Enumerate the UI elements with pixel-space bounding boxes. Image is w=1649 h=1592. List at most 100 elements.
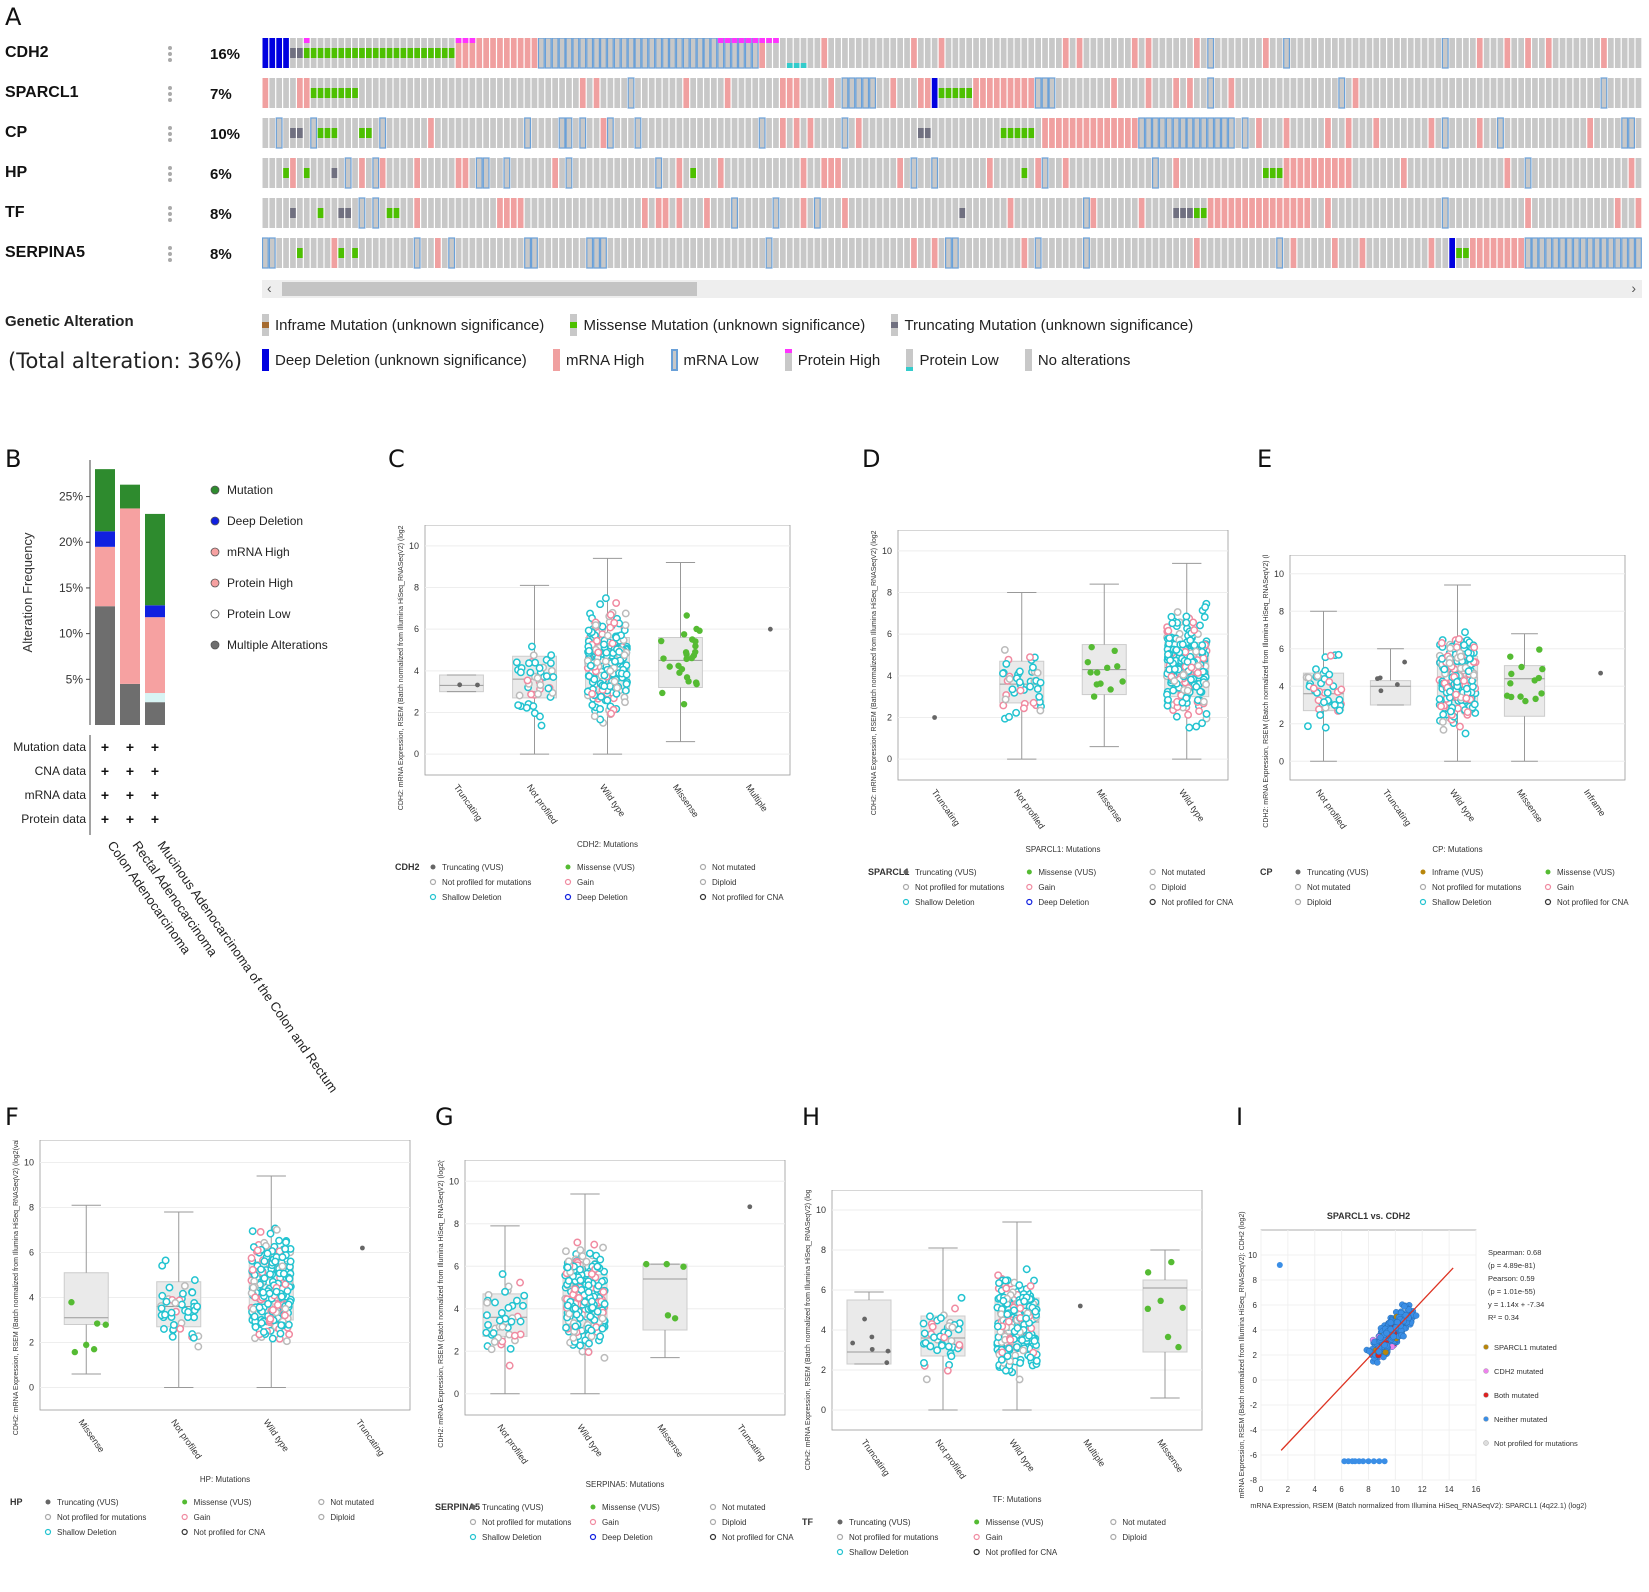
oncoprint-cell xyxy=(1263,118,1269,148)
data-point xyxy=(1394,682,1400,687)
oncoprint-legend-row-2: Deep Deletion (unknown significance) mRN… xyxy=(262,349,1152,375)
data-point xyxy=(599,1287,608,1296)
oncoprint-cell xyxy=(642,198,648,228)
gene-label[interactable]: CP xyxy=(5,124,28,141)
oncoprint-cell xyxy=(655,198,662,228)
oncoprint-cell xyxy=(1449,78,1455,108)
data-point xyxy=(544,684,553,693)
gene-label[interactable]: HP xyxy=(5,164,28,181)
oncoprint-cell xyxy=(669,238,676,268)
oncoprint-cell xyxy=(517,38,524,68)
oncoprint-grid[interactable] xyxy=(262,38,1642,274)
oncoprint-cell xyxy=(393,158,400,188)
oncoprint-cell xyxy=(828,158,834,188)
gene-label[interactable]: TF xyxy=(5,204,25,221)
oncoprint-cell xyxy=(462,238,469,268)
x-tick-label: Missense xyxy=(655,1422,685,1459)
data-point xyxy=(169,1321,178,1329)
data-point xyxy=(176,1324,185,1333)
oncoprint-cell xyxy=(1325,38,1331,68)
oncoprint-cell xyxy=(1200,117,1208,149)
oncoprint-cell xyxy=(1414,158,1421,188)
data-point xyxy=(1321,723,1330,732)
oncoprint-cell xyxy=(1172,117,1180,149)
kebab-menu-icon[interactable] xyxy=(168,44,174,64)
oncoprint-cell xyxy=(980,118,986,148)
data-point xyxy=(490,1337,499,1346)
data-point xyxy=(1455,635,1463,644)
oncoprint-cell xyxy=(1276,198,1283,228)
scroll-left-icon[interactable]: ‹ xyxy=(267,280,272,296)
oncoprint-cell xyxy=(1380,38,1386,68)
data-point xyxy=(1036,706,1045,715)
oncoprint-cell xyxy=(793,78,800,108)
gene-label[interactable]: SPARCL1 xyxy=(5,84,79,101)
oncoprint-cell xyxy=(786,198,793,228)
plot-frame xyxy=(424,525,791,776)
oncoprint-cell xyxy=(1069,38,1076,68)
oncoprint-cell xyxy=(1042,238,1048,268)
scroll-right-icon[interactable]: › xyxy=(1631,280,1636,296)
data-point xyxy=(160,1325,168,1333)
kebab-menu-icon[interactable] xyxy=(168,84,174,104)
oncoprint-cell xyxy=(1407,198,1414,228)
oncoprint-cell xyxy=(662,118,669,148)
oncoprint-cell xyxy=(1579,237,1587,269)
oncoprint-cell xyxy=(331,198,338,228)
oncoprint-cell xyxy=(1490,158,1497,188)
kebab-menu-icon[interactable] xyxy=(168,204,174,224)
data-point xyxy=(1518,663,1525,671)
oncoprint-cell xyxy=(1159,198,1166,228)
legend-label: Shallow Deletion xyxy=(57,1528,117,1537)
oncoprint-cell xyxy=(987,198,993,228)
oncoprint-cell xyxy=(1276,237,1284,269)
data-point xyxy=(683,655,690,663)
x-tick-label: Missense xyxy=(77,1417,107,1454)
oncoprint-cell xyxy=(1207,198,1214,228)
oncoprint-cell xyxy=(1242,198,1248,228)
oncoprint-cell xyxy=(607,78,614,108)
oncoprint-cell xyxy=(1297,198,1304,228)
kebab-menu-icon[interactable] xyxy=(168,124,174,144)
mutation-mark xyxy=(1028,128,1035,138)
oncoprint-cell xyxy=(869,38,876,68)
data-point xyxy=(157,1304,166,1313)
data-point xyxy=(1360,1458,1367,1465)
data-point xyxy=(1437,702,1446,711)
oncoprint-cell xyxy=(1518,158,1524,188)
oncoprint-cell xyxy=(1621,198,1628,228)
oncoprint-cell xyxy=(1000,38,1007,68)
kebab-menu-icon[interactable] xyxy=(168,164,174,184)
kebab-menu-icon[interactable] xyxy=(168,244,174,264)
data-point xyxy=(1465,654,1474,663)
gene-alteration-pct: 10% xyxy=(210,126,241,143)
protein-high-mark xyxy=(469,38,476,43)
mutation-mark xyxy=(303,48,310,58)
data-point xyxy=(564,1276,573,1285)
oncoprint-cell xyxy=(586,237,594,269)
gene-label[interactable]: SERPINA5 xyxy=(5,244,86,261)
oncoprint-cell xyxy=(1511,198,1518,228)
oncoprint-cell xyxy=(717,198,724,228)
data-point xyxy=(1090,693,1098,700)
oncoprint-cell xyxy=(1352,158,1359,188)
oncoprint-cell xyxy=(1428,78,1435,108)
data-point xyxy=(571,1304,580,1313)
oncoprint-cell xyxy=(490,118,496,148)
oncoprint-cell xyxy=(1125,78,1131,108)
gene-label[interactable]: CDH2 xyxy=(5,44,49,61)
scrollbar-thumb[interactable] xyxy=(282,282,697,296)
oncoprint-scrollbar[interactable]: ‹ › xyxy=(262,280,1642,298)
oncoprint-cell xyxy=(766,38,772,68)
oncoprint-cell xyxy=(407,118,414,148)
oncoprint-cell xyxy=(1166,78,1173,108)
legend-dot-icon xyxy=(836,1548,844,1556)
oncoprint-cell xyxy=(407,158,414,188)
y-tick-label: 20% xyxy=(59,535,83,549)
oncoprint-cell xyxy=(1594,38,1600,68)
oncoprint-cell xyxy=(1338,238,1345,268)
oncoprint-cell xyxy=(490,198,496,228)
panel-h-label: H xyxy=(802,1103,821,1131)
oncoprint-cell xyxy=(1456,118,1462,148)
oncoprint-cell xyxy=(1118,158,1124,188)
